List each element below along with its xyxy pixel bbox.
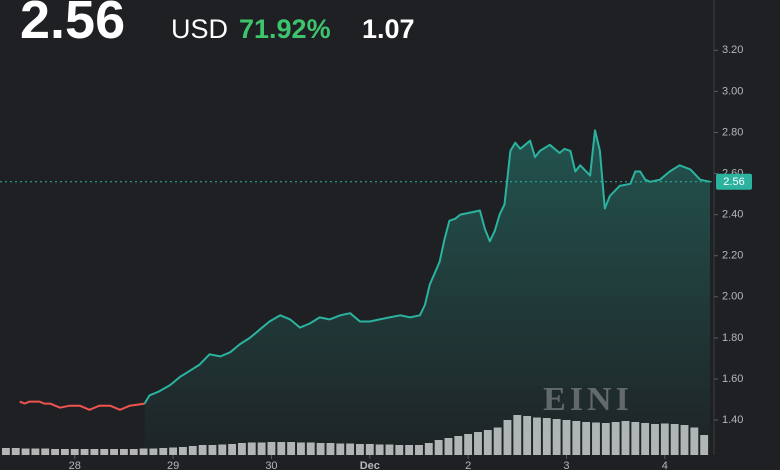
volume-bar (41, 448, 50, 455)
y-tick-label: 1.60 (722, 373, 743, 385)
watermark: EINI (543, 381, 633, 418)
last-price-box (716, 173, 752, 190)
y-tick-label: 2.00 (722, 291, 743, 303)
x-tick-label: 2 (465, 460, 471, 470)
volume-bar (90, 449, 99, 455)
volume-bar (31, 448, 40, 455)
y-tick-label: 3.00 (722, 85, 743, 97)
volume-bar (119, 449, 128, 455)
x-tick-label: 29 (167, 460, 179, 470)
y-tick-label: 2.20 (722, 250, 743, 262)
y-tick-label: 3.20 (722, 44, 743, 56)
volume-bar (139, 448, 148, 455)
change-pct: 71.92% (239, 14, 331, 44)
plot-area: 1.401.601.802.002.202.402.602.803.003.20… (0, 0, 752, 470)
volume-bar (11, 448, 20, 455)
price-line (19, 400, 145, 411)
x-tick-label: 30 (265, 460, 277, 470)
volume-bar (51, 449, 60, 455)
volume-bar (100, 449, 109, 455)
y-tick-label: 1.80 (722, 332, 743, 344)
last-price-label: 2.56 (723, 176, 744, 188)
volume-bar (1, 448, 10, 455)
x-tick-label: 3 (563, 460, 569, 470)
x-tick-label: Dec (360, 460, 380, 470)
change: 1.07 (362, 14, 415, 44)
x-tick-label: 4 (662, 460, 668, 470)
volume-bar (21, 448, 30, 455)
volume-bar (60, 449, 69, 455)
currency: USD (171, 14, 228, 44)
x-tick-label: 28 (69, 460, 81, 470)
y-tick-label: 2.80 (722, 126, 743, 138)
volume-bar (80, 449, 89, 455)
price-line (143, 129, 711, 405)
y-tick-label: 1.40 (722, 414, 743, 426)
price: 2.56 (20, 0, 125, 50)
area (144, 130, 711, 455)
volume-bar (70, 449, 79, 455)
volume-bar (129, 449, 138, 455)
volume-bar (110, 449, 119, 455)
y-tick-label: 2.40 (722, 209, 743, 221)
